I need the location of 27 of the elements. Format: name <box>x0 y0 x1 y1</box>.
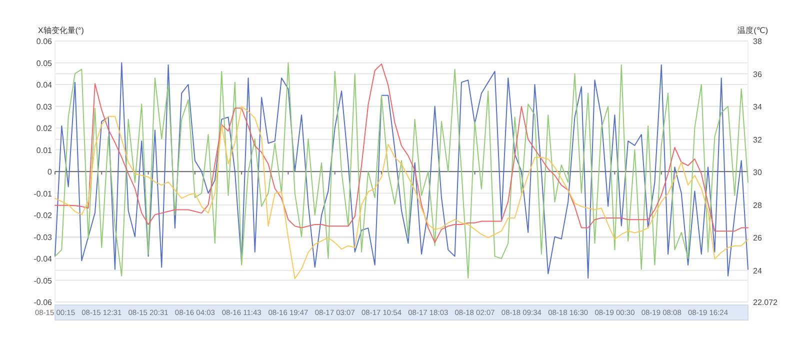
y-tick-label: 0.01 <box>36 146 53 155</box>
y-tick-label: -0.04 <box>34 254 53 264</box>
line-series <box>54 63 748 244</box>
y2-tick-label: 28 <box>753 200 762 210</box>
y-tick-label: 0.03 <box>36 102 53 112</box>
line-series <box>54 62 748 279</box>
y2-tick-label: 38 <box>753 37 762 46</box>
y-tick-label: 0.04 <box>36 80 53 90</box>
y-tick-label: 0 <box>48 168 53 176</box>
y-tick-label: 0.06 <box>36 37 53 46</box>
y-tick-label: -0.02 <box>34 211 53 220</box>
y2-tick-label: 24 <box>753 266 762 276</box>
y2-tick-label: 32 <box>753 135 762 144</box>
y-tick-label: -0.03 <box>34 232 53 242</box>
line-series <box>54 106 748 280</box>
y2-axis-title: 温度(℃) <box>738 26 768 35</box>
y-tick-label: 0.02 <box>36 124 53 133</box>
y2-tick-label: 36 <box>753 70 762 79</box>
y2-tick-label: 22.072 <box>753 298 778 307</box>
y-tick-label: -0.01 <box>34 189 53 198</box>
y-tick-label: 0.05 <box>36 58 53 68</box>
y2-tick-label: 26 <box>753 234 762 243</box>
y-tick-label: -0.06 <box>34 298 53 307</box>
y-axis-title: X轴变化量(°) <box>38 26 84 35</box>
y-tick-label: -0.05 <box>34 276 53 286</box>
y2-tick-label: 30 <box>753 168 762 178</box>
y2-tick-label: 34 <box>753 102 762 112</box>
